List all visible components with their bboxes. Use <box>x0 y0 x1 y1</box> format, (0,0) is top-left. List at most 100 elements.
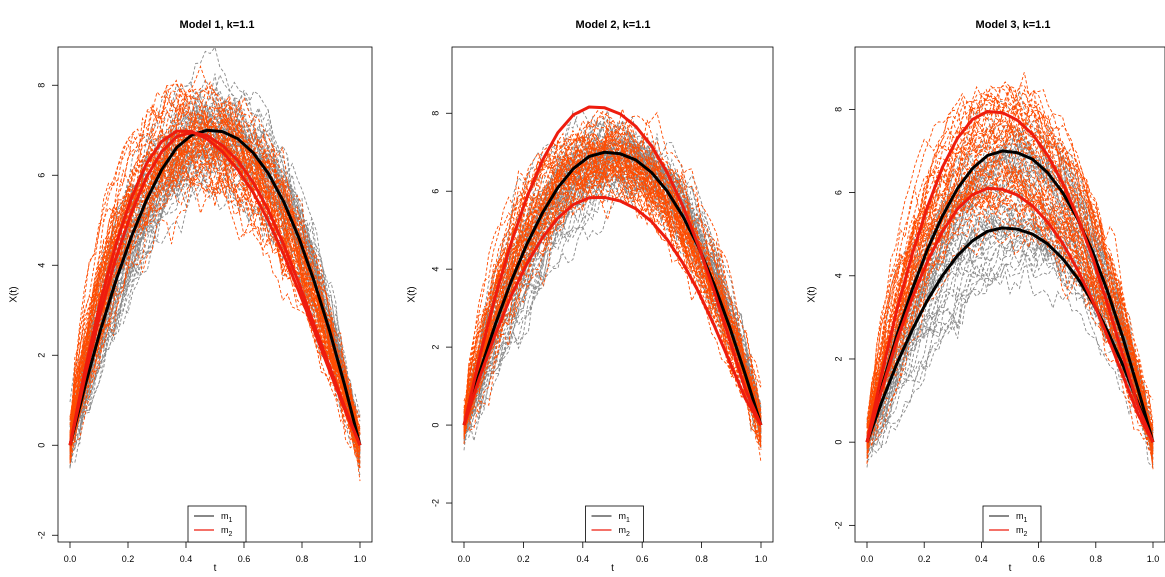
m2-sample-curve <box>866 104 1154 442</box>
m2-sample-curve <box>866 84 1154 438</box>
m2-mean-curve <box>462 105 763 426</box>
m2-sample-curve <box>866 176 1154 444</box>
m2-sample-curve <box>69 83 361 443</box>
m2-sample-curve <box>866 85 1154 464</box>
x-tick-label: 0.0 <box>64 554 77 564</box>
m2-sample-curve <box>866 156 1154 459</box>
m2-sample-curve <box>866 152 1154 446</box>
x-tick-label: 1.0 <box>755 554 768 564</box>
m2-sample-curve <box>69 131 361 455</box>
panel-2: 0.0 0.2 0.4 0.6 0.8 1.0 -2 0 2 4 6 8 Model 2, k=1.1 t… <box>407 19 774 574</box>
m2-sample-curve <box>69 136 361 437</box>
x-tick-label: 1.0 <box>354 554 367 564</box>
m2-sample-curve <box>463 133 762 433</box>
legend-label-m2: m2 <box>619 525 631 538</box>
m1-sample-curve <box>69 138 361 468</box>
legend-label-sub: 2 <box>626 531 630 538</box>
m2-sample-curve <box>69 128 361 452</box>
x-tick-label: 0.6 <box>1032 554 1045 564</box>
panel-3: 0.0 0.2 0.4 0.6 0.8 1.0 -2 0 2 4 6 8 Model 3, k=1.1 t… <box>807 19 1165 574</box>
x-tick-label: 0.2 <box>122 554 135 564</box>
legend-label-sub: 1 <box>229 517 233 524</box>
m2-sample-curve <box>463 155 762 420</box>
legend-label-sub: 2 <box>1024 531 1028 538</box>
panel-1: 0.0 0.2 0.4 0.6 0.8 1.0 -2 0 2 4 6 8 Model 1, k=1.1 t… <box>9 19 373 574</box>
legend-label-sub: 1 <box>626 517 630 524</box>
m2-mean-curve <box>68 129 362 446</box>
legend-label-main: m <box>1016 525 1024 535</box>
m2-sample-curve <box>463 132 762 424</box>
m1-sample-curve <box>866 142 1154 466</box>
m1-sample-curve <box>866 123 1154 448</box>
y-tick-label: -2 <box>833 521 843 529</box>
m2-sample-curve <box>866 88 1154 442</box>
x-tick-label: 0.4 <box>180 554 193 564</box>
m2-sample-curve <box>463 180 762 438</box>
y-tick-label: 8 <box>36 83 46 88</box>
m2-sample-curve <box>463 138 762 435</box>
m1-mean-curve <box>462 150 763 426</box>
y-tick-label: 6 <box>833 190 843 195</box>
legend-label-sub: 1 <box>1024 517 1028 524</box>
m2-sample-curve <box>69 127 361 445</box>
m1-sample-curve <box>866 128 1154 460</box>
m1-sample-curve <box>866 201 1154 438</box>
m2-sample-curve <box>463 107 762 422</box>
legend-label-m2: m2 <box>221 525 233 538</box>
y-tick-label: 8 <box>833 107 843 112</box>
chart-title: Model 3, k=1.1 <box>976 19 1051 31</box>
y-tick-label: 2 <box>430 345 440 350</box>
x-tick-label: 0.8 <box>695 554 708 564</box>
legend-box <box>982 505 1042 543</box>
m2-sample-curve <box>463 122 762 433</box>
x-axis-label: t <box>1009 563 1012 574</box>
sample-curves <box>866 72 1154 470</box>
legend-box <box>187 505 247 543</box>
m2-sample-curve <box>463 148 762 463</box>
x-tick-label: 0.6 <box>238 554 251 564</box>
m2-sample-curve <box>866 155 1154 450</box>
m2-sample-curve <box>463 152 762 424</box>
legend-label-m1: m1 <box>619 511 631 524</box>
m2-sample-curve <box>866 192 1154 459</box>
m2-sample-curve <box>463 129 762 433</box>
m2-sample-curve <box>866 98 1154 458</box>
y-axis-label: X(t) <box>9 286 20 302</box>
chart-title: Model 2, k=1.1 <box>576 19 651 31</box>
y-tick-label: 4 <box>36 263 46 268</box>
m2-mean-curve <box>865 186 1155 443</box>
x-tick-label: 0.4 <box>577 554 590 564</box>
m2-sample-curve <box>69 109 361 437</box>
m2-sample-curve <box>866 92 1154 454</box>
legend-label-main: m <box>221 525 229 535</box>
x-tick-label: 0.2 <box>918 554 931 564</box>
m1-sample-curve <box>866 203 1154 449</box>
m1-sample-curve <box>69 91 361 454</box>
y-tick-label: 0 <box>36 443 46 448</box>
legend-label-main: m <box>619 511 627 521</box>
x-tick-label: 0.8 <box>1090 554 1103 564</box>
x-axis-label: t <box>611 563 614 574</box>
m1-mean-curve <box>865 149 1155 443</box>
m1-sample-curve <box>69 142 361 454</box>
m1-sample-curve <box>463 121 762 436</box>
y-axis-label: X(t) <box>807 286 818 302</box>
m2-sample-curve <box>69 105 361 450</box>
m2-sample-curve <box>463 145 762 447</box>
m2-sample-curve <box>69 164 361 457</box>
legend-label-main: m <box>1016 511 1024 521</box>
m2-sample-curve <box>866 193 1154 439</box>
x-tick-label: 0.2 <box>517 554 530 564</box>
x-tick-label: 0.4 <box>975 554 988 564</box>
legend-label-m1: m1 <box>1016 511 1028 524</box>
m1-sample-curve <box>69 100 361 437</box>
m2-sample-curve <box>866 81 1154 438</box>
x-tick-label: 0.0 <box>458 554 471 564</box>
y-tick-label: 2 <box>833 356 843 361</box>
y-tick-label: 6 <box>36 173 46 178</box>
m2-sample-curve <box>866 167 1154 452</box>
m2-sample-curve <box>69 106 361 443</box>
m2-sample-curve <box>69 134 361 458</box>
